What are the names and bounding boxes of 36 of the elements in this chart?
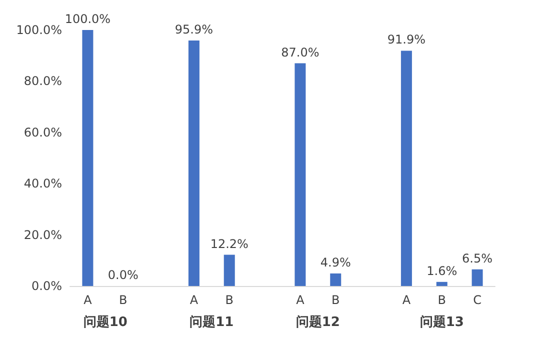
y-tick-label: 20.0% — [24, 228, 62, 242]
text: 问题10 — [83, 315, 128, 330]
x-tick-label: B — [438, 293, 446, 307]
data-label: 1.6% — [426, 264, 458, 278]
bar — [330, 273, 342, 286]
x-tick-label: A — [84, 293, 93, 307]
bar — [400, 50, 412, 286]
x-tick-label: B — [332, 293, 340, 307]
data-label: 100.0% — [64, 12, 111, 26]
text: 问题11 — [190, 315, 234, 330]
bar — [224, 254, 235, 286]
data-label: 12.2% — [210, 236, 248, 251]
x-tick-label: A — [402, 293, 412, 307]
data-label: 95.9% — [174, 22, 214, 36]
y-tick-label: 40.0% — [24, 176, 62, 191]
bar — [472, 269, 483, 286]
x-tick-label: A — [296, 293, 306, 307]
data-label: 87.0% — [281, 45, 320, 60]
data-label: 4.9% — [320, 255, 351, 270]
text: 问题12 — [296, 315, 340, 330]
y-tick-label: 80.0% — [24, 74, 62, 88]
bar — [294, 63, 306, 286]
data-label: 6.5% — [462, 251, 493, 266]
y-tick-label: 60.0% — [24, 125, 62, 140]
data-label: 91.9% — [387, 32, 426, 47]
x-tick-label: C — [473, 293, 482, 307]
data-label: 0.0% — [108, 268, 138, 282]
x-tick-label: A — [190, 293, 199, 307]
x-tick-label: B — [225, 293, 234, 307]
x-tick-label: B — [119, 293, 128, 307]
y-tick-label: 0.0% — [32, 279, 62, 293]
bar — [188, 40, 200, 286]
text: 问题13 — [420, 315, 464, 330]
bar — [436, 282, 448, 286]
bar — [82, 30, 94, 286]
y-tick-label: 100.0% — [16, 23, 62, 37]
